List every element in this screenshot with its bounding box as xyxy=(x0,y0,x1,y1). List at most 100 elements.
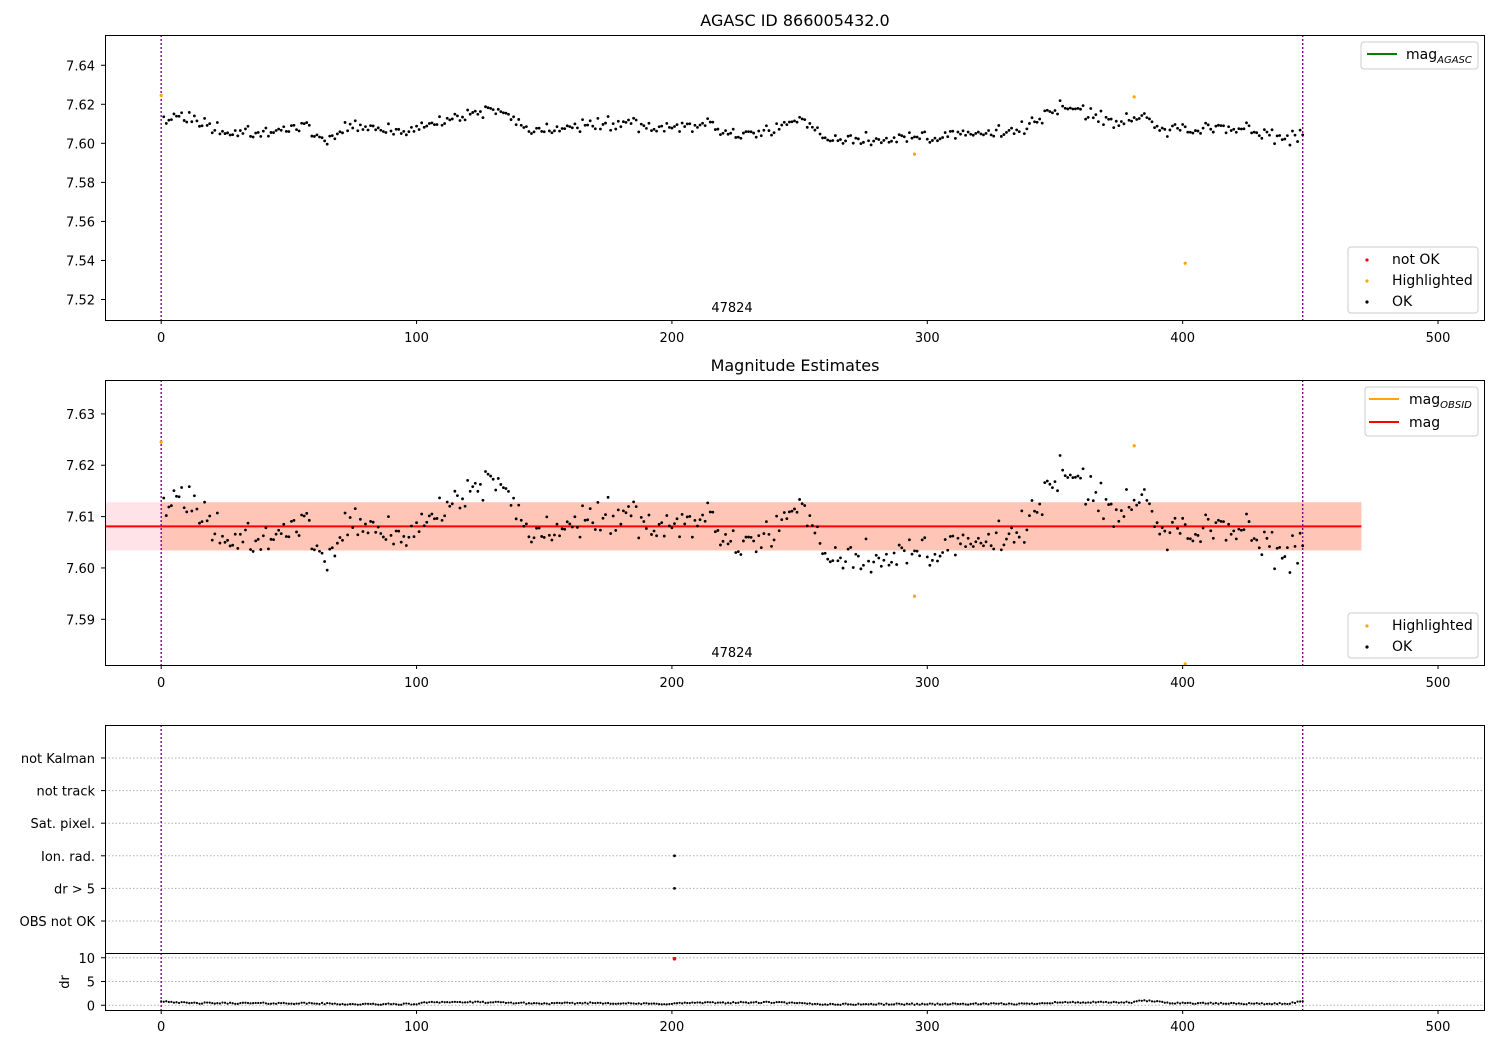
dr-data-point xyxy=(1020,1002,1023,1005)
dr-data-point xyxy=(234,1002,237,1005)
legend-line-box: magOBSID mag xyxy=(1364,386,1479,437)
ok-data-point xyxy=(512,496,515,500)
ok-data-point xyxy=(879,141,883,145)
flag-data-point xyxy=(673,854,676,858)
dr-data-point xyxy=(1163,1001,1166,1004)
ok-data-point xyxy=(438,115,441,119)
ok-data-point xyxy=(759,546,763,550)
dr-data-point xyxy=(727,1001,730,1004)
dr-data-point xyxy=(1110,1001,1113,1004)
dr-data-point xyxy=(1079,1001,1082,1004)
ok-data-point xyxy=(374,128,378,132)
ok-data-point xyxy=(1012,540,1016,544)
ok-data-point xyxy=(486,106,490,110)
flag-label: not Kalman xyxy=(21,752,95,767)
magnitude-estimates-panel: Magnitude Estimates 0 100 200 300 400 500 7.59… xyxy=(66,356,1485,691)
dr-data-point xyxy=(926,1003,929,1006)
dr-data-point xyxy=(428,1001,431,1004)
ok-data-point xyxy=(267,547,270,551)
highlighted-data-point xyxy=(1183,261,1187,265)
ok-data-point xyxy=(647,513,651,517)
dr-data-point xyxy=(269,1002,273,1005)
dr-data-point xyxy=(783,1001,786,1004)
ok-data-point xyxy=(412,130,416,133)
dr-data-point xyxy=(691,1001,694,1004)
agasc-magnitude-panel: AGASC ID 866005432.0 0 100 200 300 400 500 7.5… xyxy=(66,11,1485,346)
dr-data-point xyxy=(849,1003,852,1006)
dr-data-point xyxy=(548,1003,551,1006)
ok-data-point xyxy=(1132,498,1136,502)
ok-data-point xyxy=(238,532,242,536)
obsid-label: 47824 xyxy=(711,646,752,661)
ok-data-point xyxy=(734,136,738,139)
x-tick-label: 300 xyxy=(915,331,940,346)
ok-data-point xyxy=(241,540,245,544)
ok-data-point xyxy=(1250,131,1254,135)
ok-data-point xyxy=(956,130,960,134)
ok-data-point xyxy=(1155,521,1159,525)
dr-data-point xyxy=(566,1001,569,1004)
ok-data-point xyxy=(251,550,255,553)
ok-data-point xyxy=(1053,480,1057,483)
dr-data-point xyxy=(328,1002,331,1005)
ok-data-point xyxy=(892,136,896,140)
ok-data-point xyxy=(772,538,776,542)
dr-data-point xyxy=(824,1003,827,1006)
dr-data-point xyxy=(946,1003,949,1006)
ok-data-point xyxy=(1165,548,1169,552)
ok-data-point xyxy=(1017,535,1021,539)
ok-data-point xyxy=(1119,509,1123,512)
ok-data-point xyxy=(821,136,824,140)
ok-data-point xyxy=(673,125,676,128)
ok-data-point xyxy=(770,544,773,548)
ok-data-point xyxy=(1061,468,1065,472)
ok-data-point xyxy=(473,109,477,113)
ok-data-point xyxy=(1239,528,1243,532)
ok-data-point xyxy=(739,136,743,140)
ok-data-point xyxy=(979,132,983,136)
ok-data-point xyxy=(997,519,1001,523)
ok-data-point xyxy=(1079,107,1082,111)
ok-data-point xyxy=(1033,509,1036,513)
ok-data-point xyxy=(1186,537,1190,540)
dr-data-point xyxy=(1046,1002,1049,1005)
ok-data-point xyxy=(305,511,309,515)
ok-data-point xyxy=(496,477,500,480)
flags-panel: not Kalman not track Sat. pixel. Ion. rad. d… xyxy=(20,725,1485,954)
ok-data-point xyxy=(328,134,332,138)
dr-data-point xyxy=(767,1000,771,1004)
ok-data-point xyxy=(1234,537,1238,541)
dr-data-point xyxy=(1071,1000,1074,1003)
dr-data-point xyxy=(338,1003,342,1006)
dr-panel: 0 100 200 300 400 500 0 5 10 dr xyxy=(58,952,1485,1035)
ok-data-point xyxy=(867,139,870,143)
dr-data-point xyxy=(185,1001,188,1004)
ok-data-point xyxy=(1247,520,1251,523)
ok-data-point xyxy=(1257,546,1261,550)
dr-data-point xyxy=(660,1003,663,1006)
ok-data-point xyxy=(491,108,495,112)
dr-data-point xyxy=(211,1001,214,1005)
dr-data-point xyxy=(1255,1001,1258,1005)
dr-data-point xyxy=(308,1001,311,1004)
ok-data-point xyxy=(999,548,1003,552)
dr-data-point xyxy=(479,1001,482,1004)
dr-data-point xyxy=(236,1002,239,1005)
x-tick-label: 0 xyxy=(157,331,165,346)
ok-data-point xyxy=(920,131,924,135)
ok-data-point xyxy=(254,539,258,543)
dr-data-point xyxy=(1240,1002,1243,1005)
ok-data-point xyxy=(859,567,863,571)
ok-data-point xyxy=(599,127,602,131)
ok-data-point xyxy=(361,530,365,533)
ok-data-point xyxy=(420,121,424,125)
dr-data-point xyxy=(1288,1002,1292,1005)
dr-data-point xyxy=(280,1002,283,1005)
dr-data-point xyxy=(461,1001,464,1004)
ok-data-point xyxy=(951,129,955,133)
ok-data-point xyxy=(742,131,745,135)
dr-data-point xyxy=(292,1002,296,1006)
ok-data-point xyxy=(1160,526,1164,529)
ok-data-point xyxy=(976,536,980,540)
dr-data-point xyxy=(1286,1002,1289,1006)
